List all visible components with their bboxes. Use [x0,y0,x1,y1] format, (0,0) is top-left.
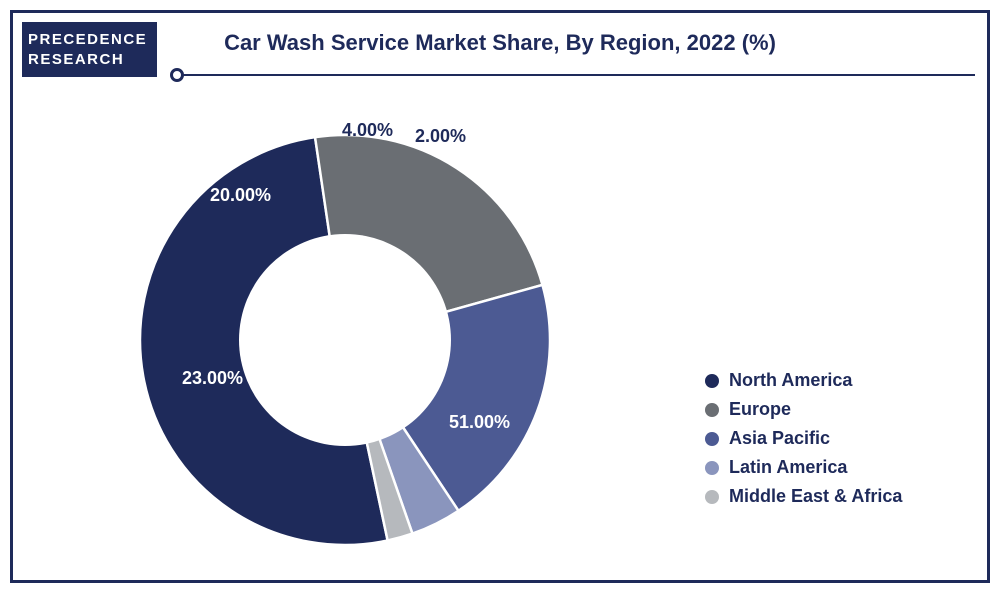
donut-hole [239,234,451,446]
legend-dot-icon [705,461,719,475]
slice-label-middle-east-africa: 2.00% [415,126,466,147]
legend-item: North America [705,370,902,391]
legend-label: Asia Pacific [729,428,830,449]
donut-chart: 51.00% 23.00% 20.00% 4.00% 2.00% [115,110,575,570]
slice-label-asia-pacific: 20.00% [210,185,271,206]
legend-label: Latin America [729,457,847,478]
slice-label-latin-america: 4.00% [342,120,393,141]
legend-dot-icon [705,403,719,417]
legend-label: Middle East & Africa [729,486,902,507]
slice-label-europe: 23.00% [182,368,243,389]
legend-dot-icon [705,490,719,504]
legend-item: Latin America [705,457,902,478]
slice-label-north-america: 51.00% [449,412,510,433]
legend-dot-icon [705,432,719,446]
legend-label: Europe [729,399,791,420]
legend-item: Europe [705,399,902,420]
legend-item: Middle East & Africa [705,486,902,507]
title-dot [170,68,184,82]
legend-label: North America [729,370,852,391]
legend: North America Europe Asia Pacific Latin Ame… [705,370,902,507]
title-underline [175,74,975,76]
chart-title: Car Wash Service Market Share, By Region… [0,30,1000,56]
donut-svg [115,110,575,570]
legend-dot-icon [705,374,719,388]
legend-item: Asia Pacific [705,428,902,449]
